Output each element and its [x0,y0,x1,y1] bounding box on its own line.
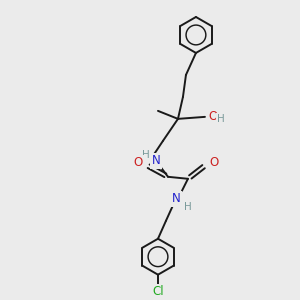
Text: N: N [172,192,180,205]
Text: H: H [184,202,192,212]
Text: N: N [152,154,160,167]
Text: H: H [217,114,225,124]
Text: H: H [142,150,150,160]
Text: O: O [134,156,142,169]
Text: O: O [209,156,219,169]
Text: Cl: Cl [152,285,164,298]
Text: O: O [208,110,218,123]
